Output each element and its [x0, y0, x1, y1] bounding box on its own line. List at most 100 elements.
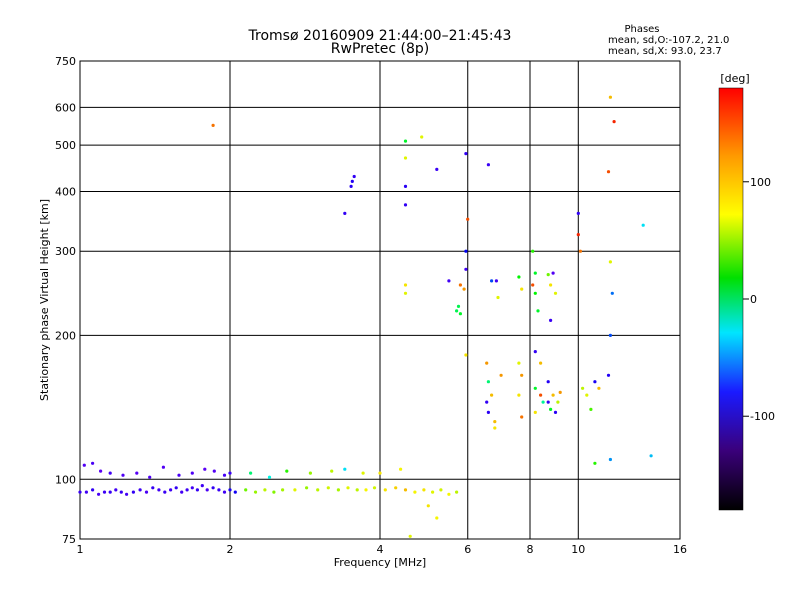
data-point	[217, 488, 221, 492]
y-tick-labels: 75 100 200 300 400 500 600 750	[55, 55, 76, 546]
phases-line1: mean, sd,O:-107.2, 21.0	[608, 35, 729, 46]
data-point	[326, 486, 330, 490]
data-point	[576, 233, 580, 237]
data-point	[589, 407, 593, 411]
data-point	[352, 174, 356, 179]
data-point	[490, 279, 494, 283]
data-point	[458, 312, 462, 316]
data-point	[211, 123, 215, 127]
data-point	[108, 490, 112, 494]
data-point	[249, 471, 253, 475]
data-point	[531, 283, 535, 287]
data-point	[211, 486, 215, 490]
data-point	[200, 484, 204, 488]
data-point	[174, 486, 178, 490]
data-point	[394, 486, 398, 490]
data-point	[447, 492, 451, 496]
x-tick-label: 4	[377, 543, 384, 556]
data-point	[606, 373, 611, 377]
x-tick-label: 1	[77, 543, 84, 556]
data-point	[455, 309, 459, 313]
data-point	[185, 488, 189, 492]
data-point	[99, 469, 103, 473]
data-point	[151, 486, 155, 490]
data-point	[435, 167, 439, 171]
plot-frame	[79, 60, 681, 540]
data-point	[641, 223, 645, 227]
data-point	[546, 400, 550, 404]
x-tick-label: 16	[673, 543, 687, 556]
phases-heading: Phases	[624, 24, 659, 35]
data-point	[608, 333, 613, 337]
data-point	[330, 469, 334, 473]
data-point	[285, 469, 289, 473]
colorbar-tick-label: 0	[750, 293, 757, 306]
data-point	[435, 516, 439, 520]
data-point	[422, 488, 426, 492]
data-point	[383, 488, 387, 492]
data-point	[610, 291, 614, 295]
y-tick-label: 200	[55, 329, 76, 342]
data-point	[135, 471, 139, 475]
data-point	[212, 469, 216, 473]
colorbar-tick-label: 100	[750, 176, 771, 189]
data-point	[190, 471, 194, 475]
data-point	[517, 361, 521, 365]
data-point	[517, 275, 521, 279]
y-tick-label: 75	[62, 533, 76, 546]
data-point	[228, 471, 232, 475]
data-point	[293, 488, 297, 492]
data-point	[486, 380, 490, 384]
data-point	[485, 361, 489, 365]
data-point	[91, 488, 95, 492]
data-point	[533, 271, 537, 275]
data-point	[316, 488, 320, 492]
chart-title: Tromsø 20160909 21:44:00–21:45:43	[248, 28, 512, 44]
data-point	[431, 490, 435, 494]
data-point	[253, 490, 258, 494]
data-point	[494, 279, 498, 283]
data-point	[350, 179, 354, 183]
data-point	[466, 217, 470, 221]
data-point	[413, 490, 417, 494]
data-point	[426, 504, 430, 508]
data-point	[612, 120, 616, 124]
y-tick-label: 750	[55, 55, 76, 68]
y-tick-label: 600	[55, 101, 76, 114]
data-point	[148, 475, 152, 479]
data-point	[82, 463, 86, 467]
data-point	[546, 273, 550, 277]
x-tick-label: 6	[464, 543, 471, 556]
data-point	[355, 488, 359, 492]
colorbar-tick-label: -100	[750, 410, 775, 423]
data-point	[161, 465, 165, 469]
data-point	[531, 249, 535, 253]
data-point	[91, 461, 95, 465]
data-point	[520, 373, 524, 377]
data-point	[551, 271, 555, 275]
colorbar	[718, 87, 744, 511]
data-point	[403, 488, 408, 492]
data-point	[228, 488, 232, 492]
data-point	[343, 211, 347, 215]
data-point	[608, 95, 613, 99]
x-tick-label: 10	[571, 543, 585, 556]
x-tick-labels: 1 2 4 6 8 10 16	[77, 543, 688, 556]
data-point	[558, 390, 562, 394]
data-point	[464, 249, 468, 253]
data-point	[549, 318, 553, 322]
data-point	[399, 467, 403, 471]
data-point	[533, 386, 537, 390]
data-point	[119, 490, 123, 494]
data-point	[520, 287, 524, 291]
y-axis-label: Stationary phase Virtual Height [km]	[38, 199, 51, 401]
data-point	[336, 488, 340, 492]
data-point	[581, 386, 585, 390]
data-point	[281, 488, 285, 492]
data-point	[493, 426, 497, 430]
data-point	[308, 471, 312, 475]
data-point	[553, 291, 558, 295]
data-point	[539, 361, 543, 365]
data-point	[608, 260, 613, 264]
